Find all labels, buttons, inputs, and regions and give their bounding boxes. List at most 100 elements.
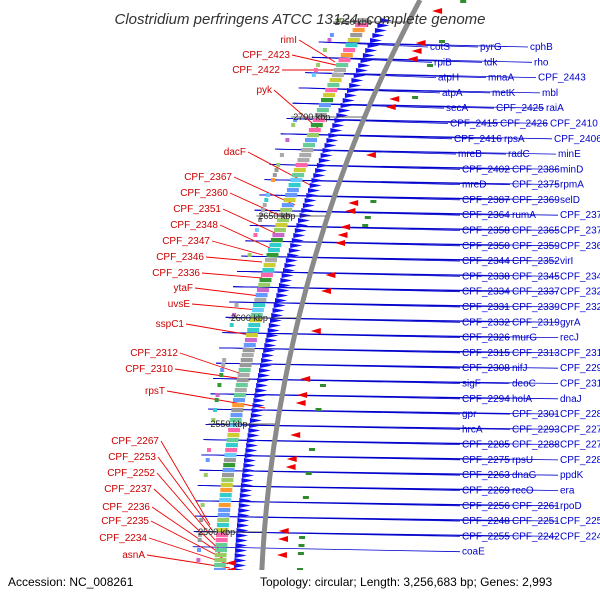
forward-gene-arrow xyxy=(247,433,260,438)
forward-gene-arrow xyxy=(302,203,315,208)
left-gene-label: CPF_2267 xyxy=(111,436,159,447)
forward-gene-arrow xyxy=(260,363,272,368)
left-gene-label: rpsT xyxy=(145,386,165,397)
right-gene-label: coaE xyxy=(462,547,485,558)
right-gene-label: CPF_2294 xyxy=(462,394,510,405)
right-gene-label: CPF_2364 xyxy=(462,210,510,221)
cog-block xyxy=(269,243,282,248)
cog-block xyxy=(222,473,234,478)
left-label-line xyxy=(229,192,286,219)
feature-block xyxy=(198,533,202,537)
left-gene-label: CPF_2253 xyxy=(108,452,156,463)
right-gene-label: rho xyxy=(534,57,549,68)
cog-block xyxy=(352,28,365,33)
kbp-label: 2600 kbp xyxy=(231,313,268,323)
right-gene-label: CPF_2270 xyxy=(560,440,600,451)
left-label-line xyxy=(150,520,227,561)
feature-block xyxy=(219,373,224,377)
right-label-line xyxy=(194,515,559,522)
feature-block xyxy=(279,153,284,157)
feature-block xyxy=(222,358,227,362)
forward-gene-arrow xyxy=(250,413,263,418)
cog-block xyxy=(310,123,323,128)
cog-block xyxy=(219,493,232,498)
rna-dash xyxy=(297,552,304,555)
forward-gene-arrow xyxy=(236,533,249,538)
left-label-line xyxy=(191,303,259,311)
cog-block xyxy=(277,218,289,223)
forward-gene-arrow xyxy=(268,323,281,328)
right-gene-label: CPF_2365 xyxy=(512,226,560,237)
forward-gene-arrow xyxy=(240,488,253,493)
forward-gene-arrow xyxy=(306,193,319,198)
cog-block xyxy=(327,83,340,88)
forward-gene-arrow xyxy=(277,288,290,293)
feature-block xyxy=(262,203,267,207)
right-gene-label: rpmA xyxy=(560,180,584,191)
right-gene-label: pyrG xyxy=(480,42,502,53)
forward-gene-arrow xyxy=(275,298,287,303)
feature-block xyxy=(264,198,269,202)
right-gene-label: dnaJ xyxy=(560,394,582,405)
forward-gene-arrow xyxy=(244,453,257,458)
right-gene-label: CPF_2281 xyxy=(560,455,600,466)
left-label-line xyxy=(211,240,264,256)
cog-block xyxy=(250,313,263,318)
right-gene-label: era xyxy=(560,486,575,497)
left-gene-label: pyk xyxy=(256,85,273,96)
right-gene-label: CPF_2386 xyxy=(512,164,560,175)
cog-block xyxy=(280,208,293,213)
right-gene-label: CPF_2359 xyxy=(512,241,560,252)
left-gene-label: CPF_2422 xyxy=(232,65,280,76)
left-label-line xyxy=(222,208,276,234)
forward-gene-arrow xyxy=(285,258,298,263)
right-gene-label: deoC xyxy=(512,379,536,390)
cog-block xyxy=(338,58,351,63)
left-gene-label: CPF_2252 xyxy=(107,468,155,479)
right-label-line xyxy=(219,347,559,354)
cog-block xyxy=(336,63,349,68)
cog-block xyxy=(223,463,236,468)
right-gene-label: mnaA xyxy=(488,73,514,84)
cog-block xyxy=(266,253,279,258)
reverse-gene-arrow xyxy=(432,8,443,14)
forward-gene-arrow xyxy=(313,173,326,178)
cog-block xyxy=(239,363,252,368)
left-gene-label: ytaF xyxy=(174,283,193,294)
left-label-line xyxy=(194,287,261,297)
forward-gene-arrow xyxy=(342,98,355,103)
forward-gene-arrow xyxy=(367,43,380,48)
cog-block xyxy=(220,488,233,493)
reverse-gene-arrow xyxy=(310,328,321,334)
reverse-gene-arrow xyxy=(278,536,288,542)
feature-block xyxy=(272,173,277,177)
forward-gene-arrow xyxy=(252,403,265,408)
feature-block xyxy=(200,503,205,507)
feature-block xyxy=(316,63,321,67)
cog-block xyxy=(241,353,254,358)
forward-gene-arrow xyxy=(234,558,247,563)
forward-gene-arrow xyxy=(328,133,341,138)
feature-block xyxy=(293,118,298,122)
forward-gene-arrow xyxy=(246,443,259,448)
left-gene-label: CPF_2310 xyxy=(125,364,173,375)
right-gene-label: selD xyxy=(560,195,580,206)
cog-block xyxy=(236,378,249,383)
forward-gene-arrow xyxy=(239,498,252,503)
rna-dash xyxy=(439,40,445,43)
right-gene-label: CPF_2443 xyxy=(538,73,586,84)
left-gene-label: asnA xyxy=(122,550,145,561)
left-gene-label: CPF_2347 xyxy=(162,236,210,247)
forward-gene-arrow xyxy=(265,338,278,343)
feature-block xyxy=(205,458,210,462)
right-gene-label: CPF_2425 xyxy=(496,103,544,114)
reverse-gene-arrow xyxy=(415,40,426,46)
forward-gene-arrow xyxy=(271,313,284,318)
forward-gene-arrow xyxy=(332,123,345,128)
right-gene-label: murG xyxy=(512,333,537,344)
right-gene-label: secA xyxy=(446,103,469,114)
right-gene-label: CPF_2324 xyxy=(560,302,600,313)
reverse-gene-arrow xyxy=(286,456,297,462)
right-gene-label: CPF_2345 xyxy=(512,271,560,282)
feature-block xyxy=(207,448,211,452)
